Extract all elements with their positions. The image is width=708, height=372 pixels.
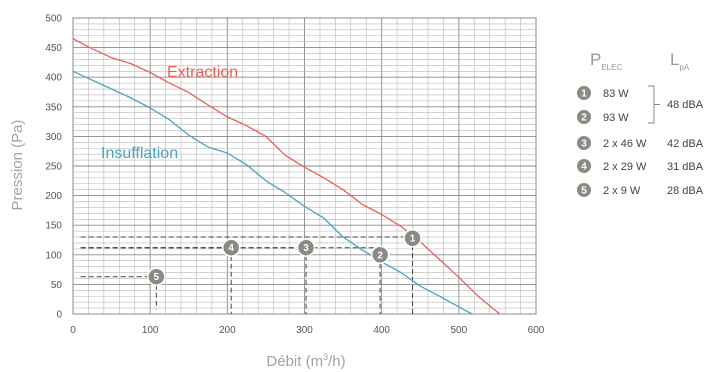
x-tick-label: 600 (528, 325, 545, 336)
legend-level: 31 dBA (667, 161, 704, 173)
grid (72, 17, 537, 315)
series-line-extraction (72, 38, 501, 315)
x-axis-title: Débit (m3/h) (266, 352, 345, 370)
legend-num-circle (577, 183, 591, 197)
legend-row-4: 4 2 x 29 W 31 dBA (577, 159, 704, 173)
legend-col2-main: L (670, 50, 679, 69)
legend-row-5: 5 2 x 9 W 28 dBA (577, 183, 704, 197)
marker-circle (147, 267, 166, 286)
y-tick-label: 450 (45, 43, 62, 54)
legend-rows: 1 83 W 2 93 W 3 2 x 46 W 42 dBA 4 2 x 29 W 31 dBA… (577, 86, 704, 197)
legend-row-3: 3 2 x 46 W 42 dBA (577, 136, 704, 150)
y-tick-label: 150 (45, 221, 62, 232)
y-tick-label: 50 (51, 280, 63, 291)
marker-label: 5 (154, 272, 160, 283)
legend-num-circle (577, 110, 591, 124)
marker-label: 4 (228, 243, 234, 254)
x-tick-label: 200 (219, 325, 236, 336)
extraction-label: Extraction (167, 64, 238, 81)
legend-level: 42 dBA (667, 138, 704, 150)
legend-power: 93 W (603, 112, 629, 124)
x-axis-title-end: /h) (328, 353, 346, 370)
marker-label: 1 (410, 234, 416, 245)
legend-power: 83 W (603, 88, 629, 100)
marker-2: 2 (370, 245, 390, 265)
y-tick-label: 300 (45, 132, 62, 143)
x-tick-label: 500 (450, 325, 467, 336)
legend-col2-header: LpA (670, 50, 690, 72)
legend-power: 2 x 46 W (603, 138, 647, 150)
y-axis-title: Pression (Pa) (9, 120, 26, 211)
legend-row-1: 1 83 W (577, 86, 629, 100)
y-tick-label: 0 (56, 310, 62, 321)
legend-num: 4 (581, 162, 587, 173)
legend-col2-sub: pA (679, 63, 689, 72)
marker-circle (296, 238, 316, 257)
y-tick-label: 500 (45, 14, 62, 25)
y-tick-label: 350 (45, 102, 62, 113)
marker-circle (403, 228, 422, 248)
y-tick-label: 100 (45, 250, 62, 261)
marker-5: 5 (147, 267, 166, 286)
marker-circle (221, 238, 241, 257)
marker-label: 2 (377, 250, 383, 261)
legend: PELEC LpA 48 dBA 1 83 W 2 93 W 3 2 x 46 W 42 d… (577, 50, 704, 197)
x-axis-title-sup: 3 (323, 352, 328, 362)
legend-num: 5 (581, 186, 587, 197)
marker-1: 1 (403, 228, 422, 248)
y-tick-label: 200 (45, 191, 62, 202)
marker-3: 3 (296, 238, 316, 257)
x-tick-label: 100 (142, 325, 159, 336)
marker-4: 4 (221, 238, 241, 257)
curves (72, 38, 501, 315)
marker-label: 3 (303, 243, 309, 254)
legend-num: 2 (581, 113, 587, 124)
legend-col1-main: P (590, 50, 601, 69)
legend-power: 2 x 9 W (603, 185, 641, 197)
y-tick-label: 250 (45, 162, 62, 173)
legend-num-circle (577, 159, 591, 173)
x-axis-title-main: Débit (m (266, 353, 323, 370)
x-tick-label: 0 (70, 325, 76, 336)
marker-circle (370, 245, 390, 265)
legend-level: 28 dBA (667, 185, 704, 197)
y-tick-label: 400 (45, 73, 62, 84)
x-tick-label: 300 (296, 325, 313, 336)
legend-col1-header: PELEC (590, 50, 622, 72)
legend-col1-sub: ELEC (601, 63, 622, 72)
legend-shared-level: 48 dBA (667, 99, 704, 111)
legend-bracket (648, 85, 660, 124)
legend-row-2: 2 93 W (577, 110, 629, 124)
legend-power: 2 x 29 W (603, 161, 647, 173)
x-tick-label: 400 (373, 325, 390, 336)
markers: 1 2 3 4 5 (147, 228, 422, 286)
legend-num-circle (577, 86, 591, 100)
insufflation-label: Insufflation (101, 145, 178, 162)
legend-num: 1 (581, 89, 587, 100)
legend-num: 3 (581, 139, 587, 150)
series-line-insufflation (72, 70, 473, 315)
tick-labels: 0 100 200 300 400 500 600050100150200250300350… (45, 14, 544, 337)
legend-num-circle (577, 136, 591, 150)
